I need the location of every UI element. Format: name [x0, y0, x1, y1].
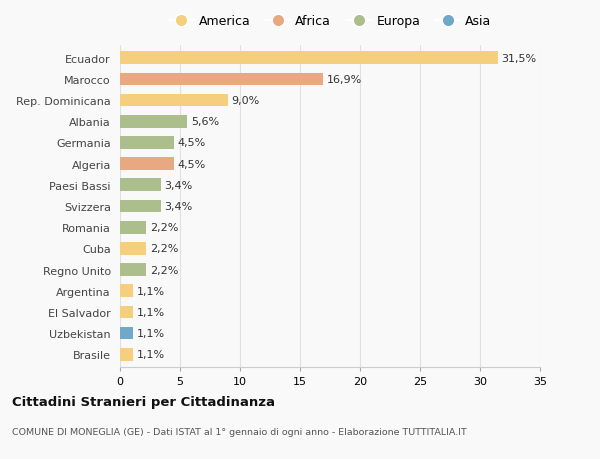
Text: 9,0%: 9,0%	[232, 96, 260, 106]
Bar	[120, 137, 174, 150]
Text: 3,4%: 3,4%	[164, 202, 193, 212]
Bar	[120, 221, 146, 234]
Bar	[120, 158, 174, 171]
Text: 31,5%: 31,5%	[502, 54, 537, 64]
Bar	[120, 263, 146, 276]
Text: 1,1%: 1,1%	[137, 286, 165, 296]
Bar	[120, 348, 133, 361]
Bar	[120, 200, 161, 213]
Legend: America, Africa, Europa, Asia: America, Africa, Europa, Asia	[164, 10, 496, 33]
Bar	[120, 327, 133, 340]
Bar	[120, 116, 187, 129]
Text: 2,2%: 2,2%	[150, 265, 178, 275]
Text: 4,5%: 4,5%	[178, 159, 206, 169]
Text: 4,5%: 4,5%	[178, 138, 206, 148]
Bar	[120, 306, 133, 319]
Bar	[120, 285, 133, 297]
Text: 16,9%: 16,9%	[326, 75, 362, 85]
Text: 1,1%: 1,1%	[137, 328, 165, 338]
Text: 1,1%: 1,1%	[137, 349, 165, 359]
Bar	[120, 73, 323, 86]
Bar	[120, 95, 228, 107]
Text: Cittadini Stranieri per Cittadinanza: Cittadini Stranieri per Cittadinanza	[12, 395, 275, 408]
Bar	[120, 242, 146, 255]
Text: 3,4%: 3,4%	[164, 180, 193, 190]
Text: 5,6%: 5,6%	[191, 117, 219, 127]
Text: 1,1%: 1,1%	[137, 307, 165, 317]
Bar	[120, 179, 161, 192]
Bar	[120, 52, 498, 65]
Text: COMUNE DI MONEGLIA (GE) - Dati ISTAT al 1° gennaio di ogni anno - Elaborazione T: COMUNE DI MONEGLIA (GE) - Dati ISTAT al …	[12, 427, 467, 436]
Text: 2,2%: 2,2%	[150, 223, 178, 233]
Text: 2,2%: 2,2%	[150, 244, 178, 254]
